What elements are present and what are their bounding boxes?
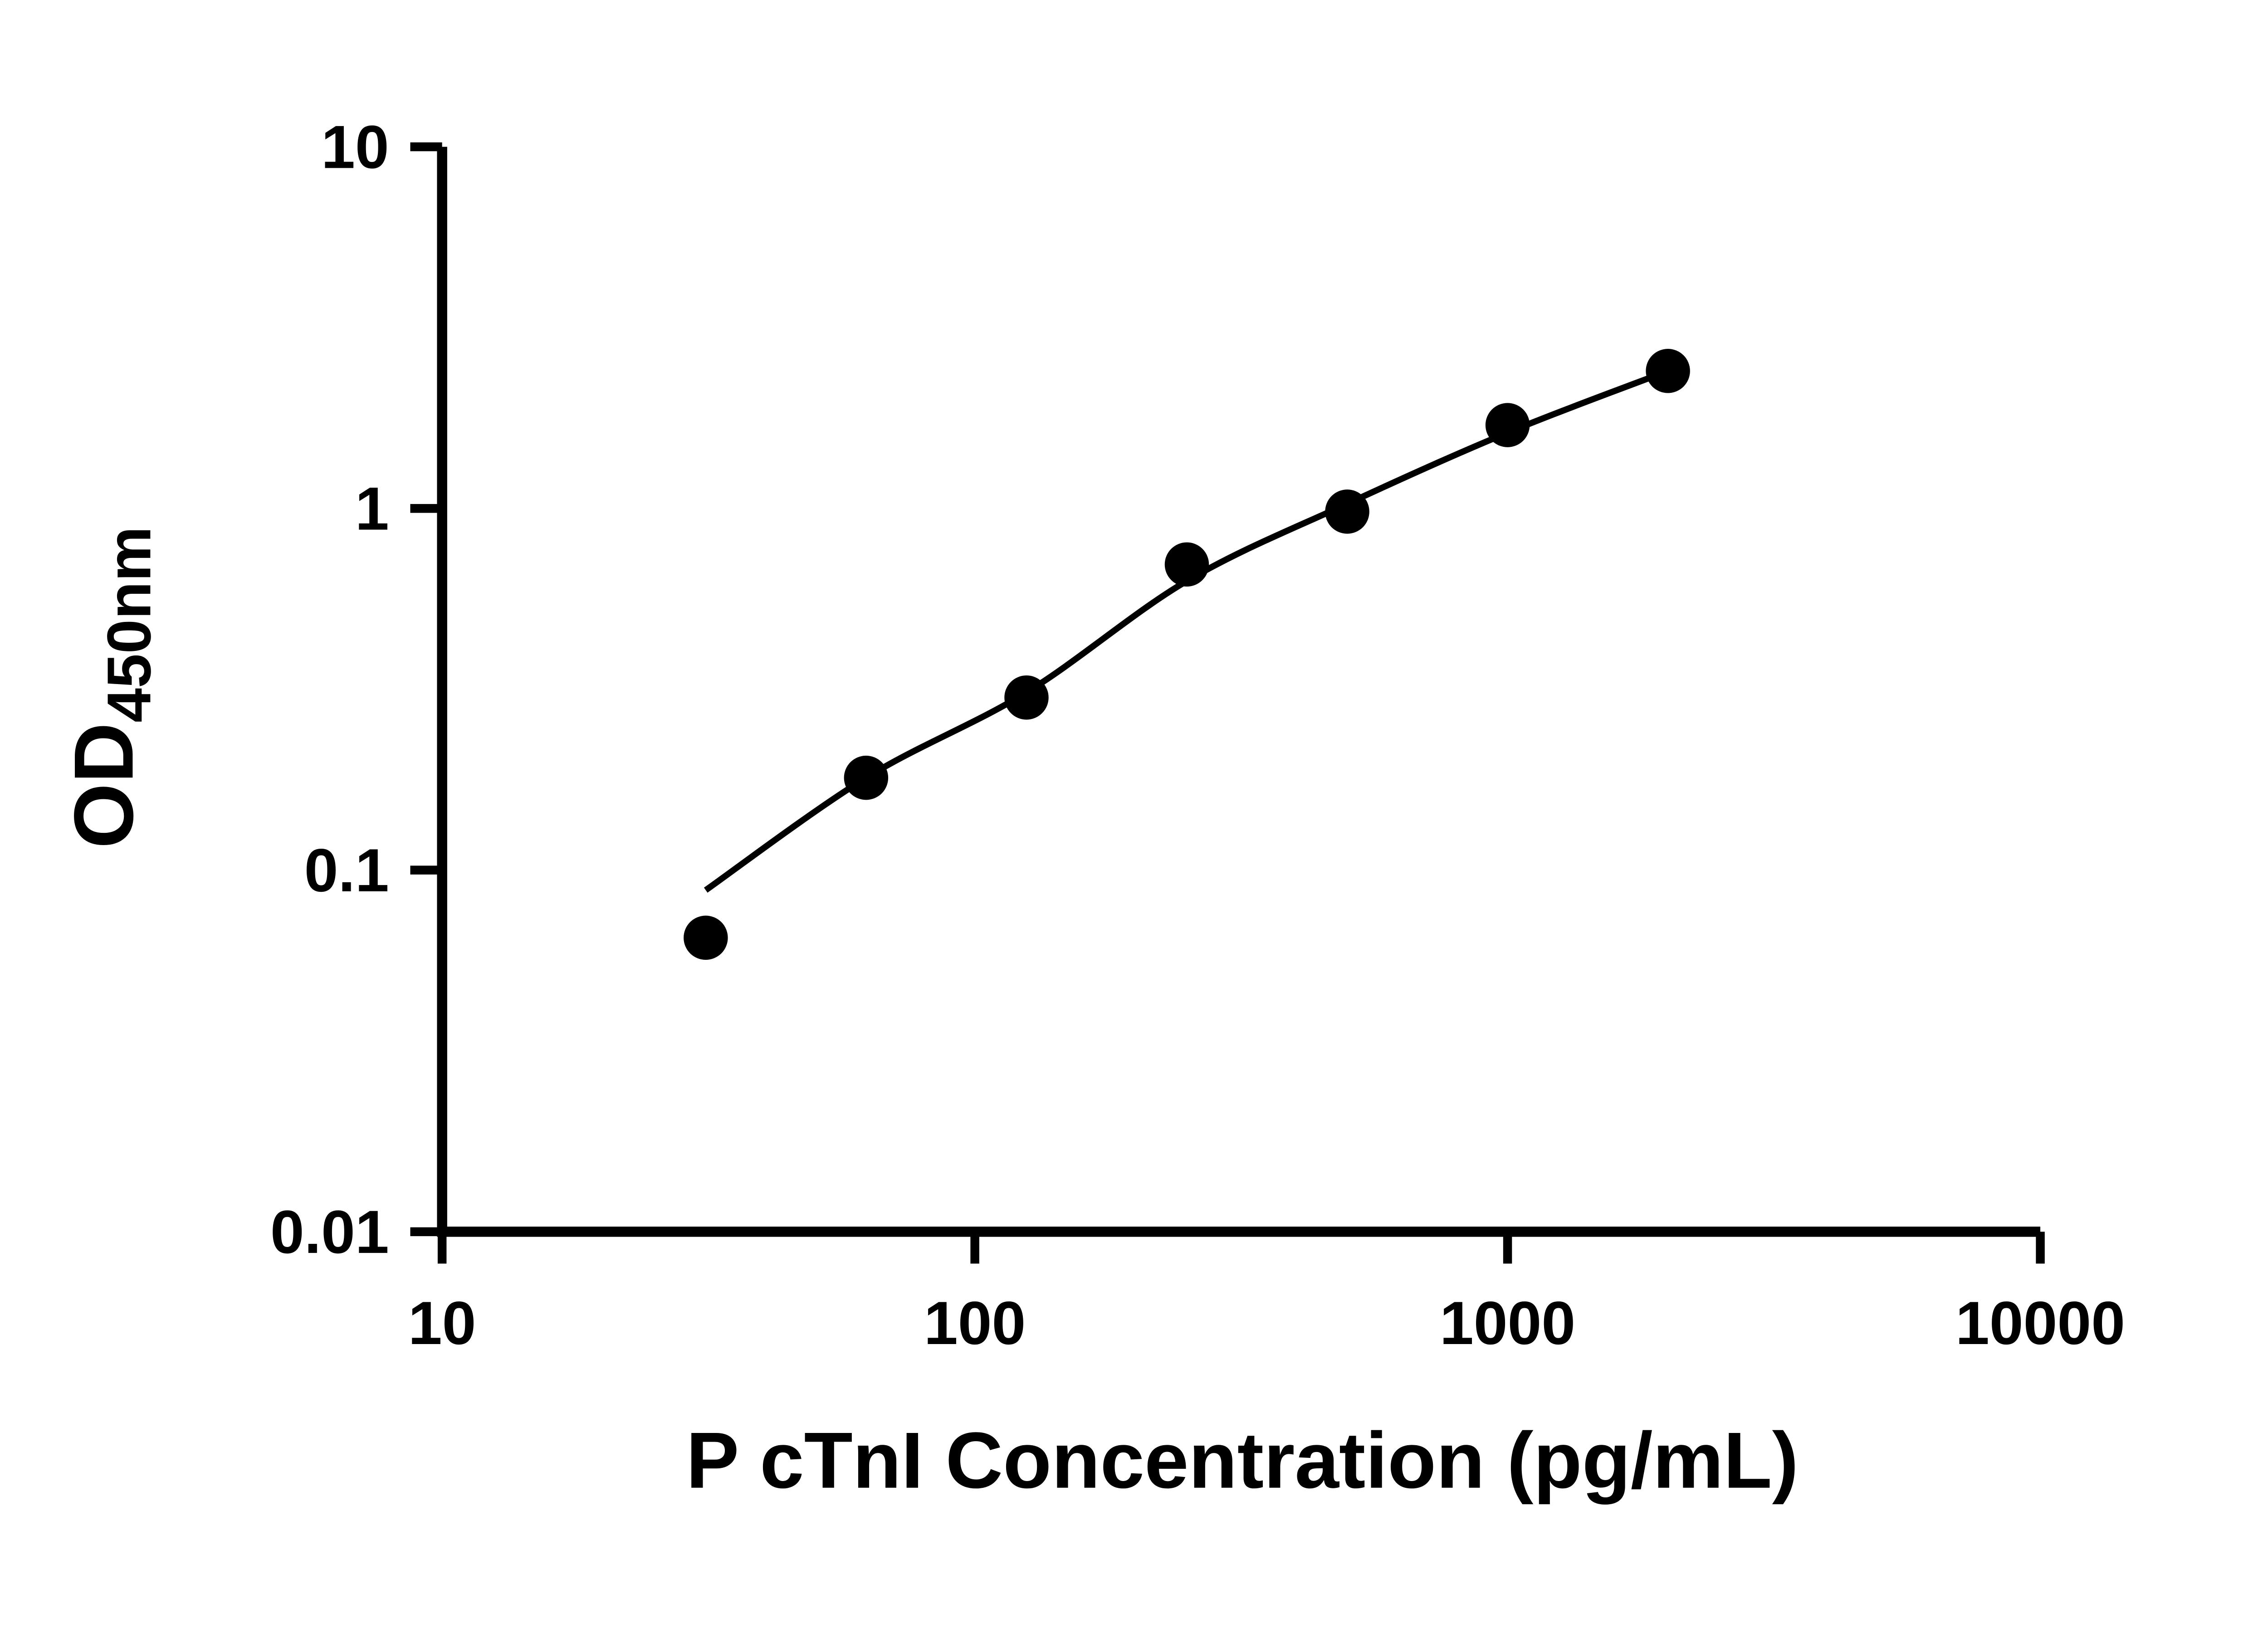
data-point [844,755,889,800]
x-tick-label: 10 [408,1289,476,1357]
standard-curve-plot: 10 100 1000 10000 0.01 0.1 1 10 P cTnI Concentr… [57,112,2125,1505]
data-points [684,349,1690,960]
fit-curve-path [704,368,1669,893]
axes [437,147,2041,1237]
data-point [1325,489,1369,534]
y-tick-label: 10 [321,112,389,181]
x-tick-label: 10000 [1955,1289,2125,1357]
data-point [684,915,728,960]
y-axis-title-main: OD [57,723,151,849]
y-tick-label: 0.1 [304,836,389,905]
axis-lines [437,147,2041,1237]
y-axis-title-sub: 450nm [94,527,163,723]
y-tick-label: 1 [355,474,389,543]
x-tick-label: 1000 [1440,1289,1575,1357]
y-tick-label: 0.01 [270,1198,389,1266]
x-tick-label: 100 [924,1289,1026,1357]
x-axis-title: P cTnI Concentration (pg/mL) [686,1416,1799,1505]
chart-canvas: 10 100 1000 10000 0.01 0.1 1 10 P cTnI Concentr… [57,112,2126,1505]
y-axis-title: OD450nm [57,527,163,849]
axis-ticks [410,142,2045,1264]
data-point [1004,675,1049,720]
fit-curve [704,368,1669,893]
data-point [1485,403,1530,447]
data-point [1646,349,1690,393]
axis-tick-labels: 10 100 1000 10000 0.01 0.1 1 10 [270,112,2125,1357]
data-point [1164,542,1209,587]
